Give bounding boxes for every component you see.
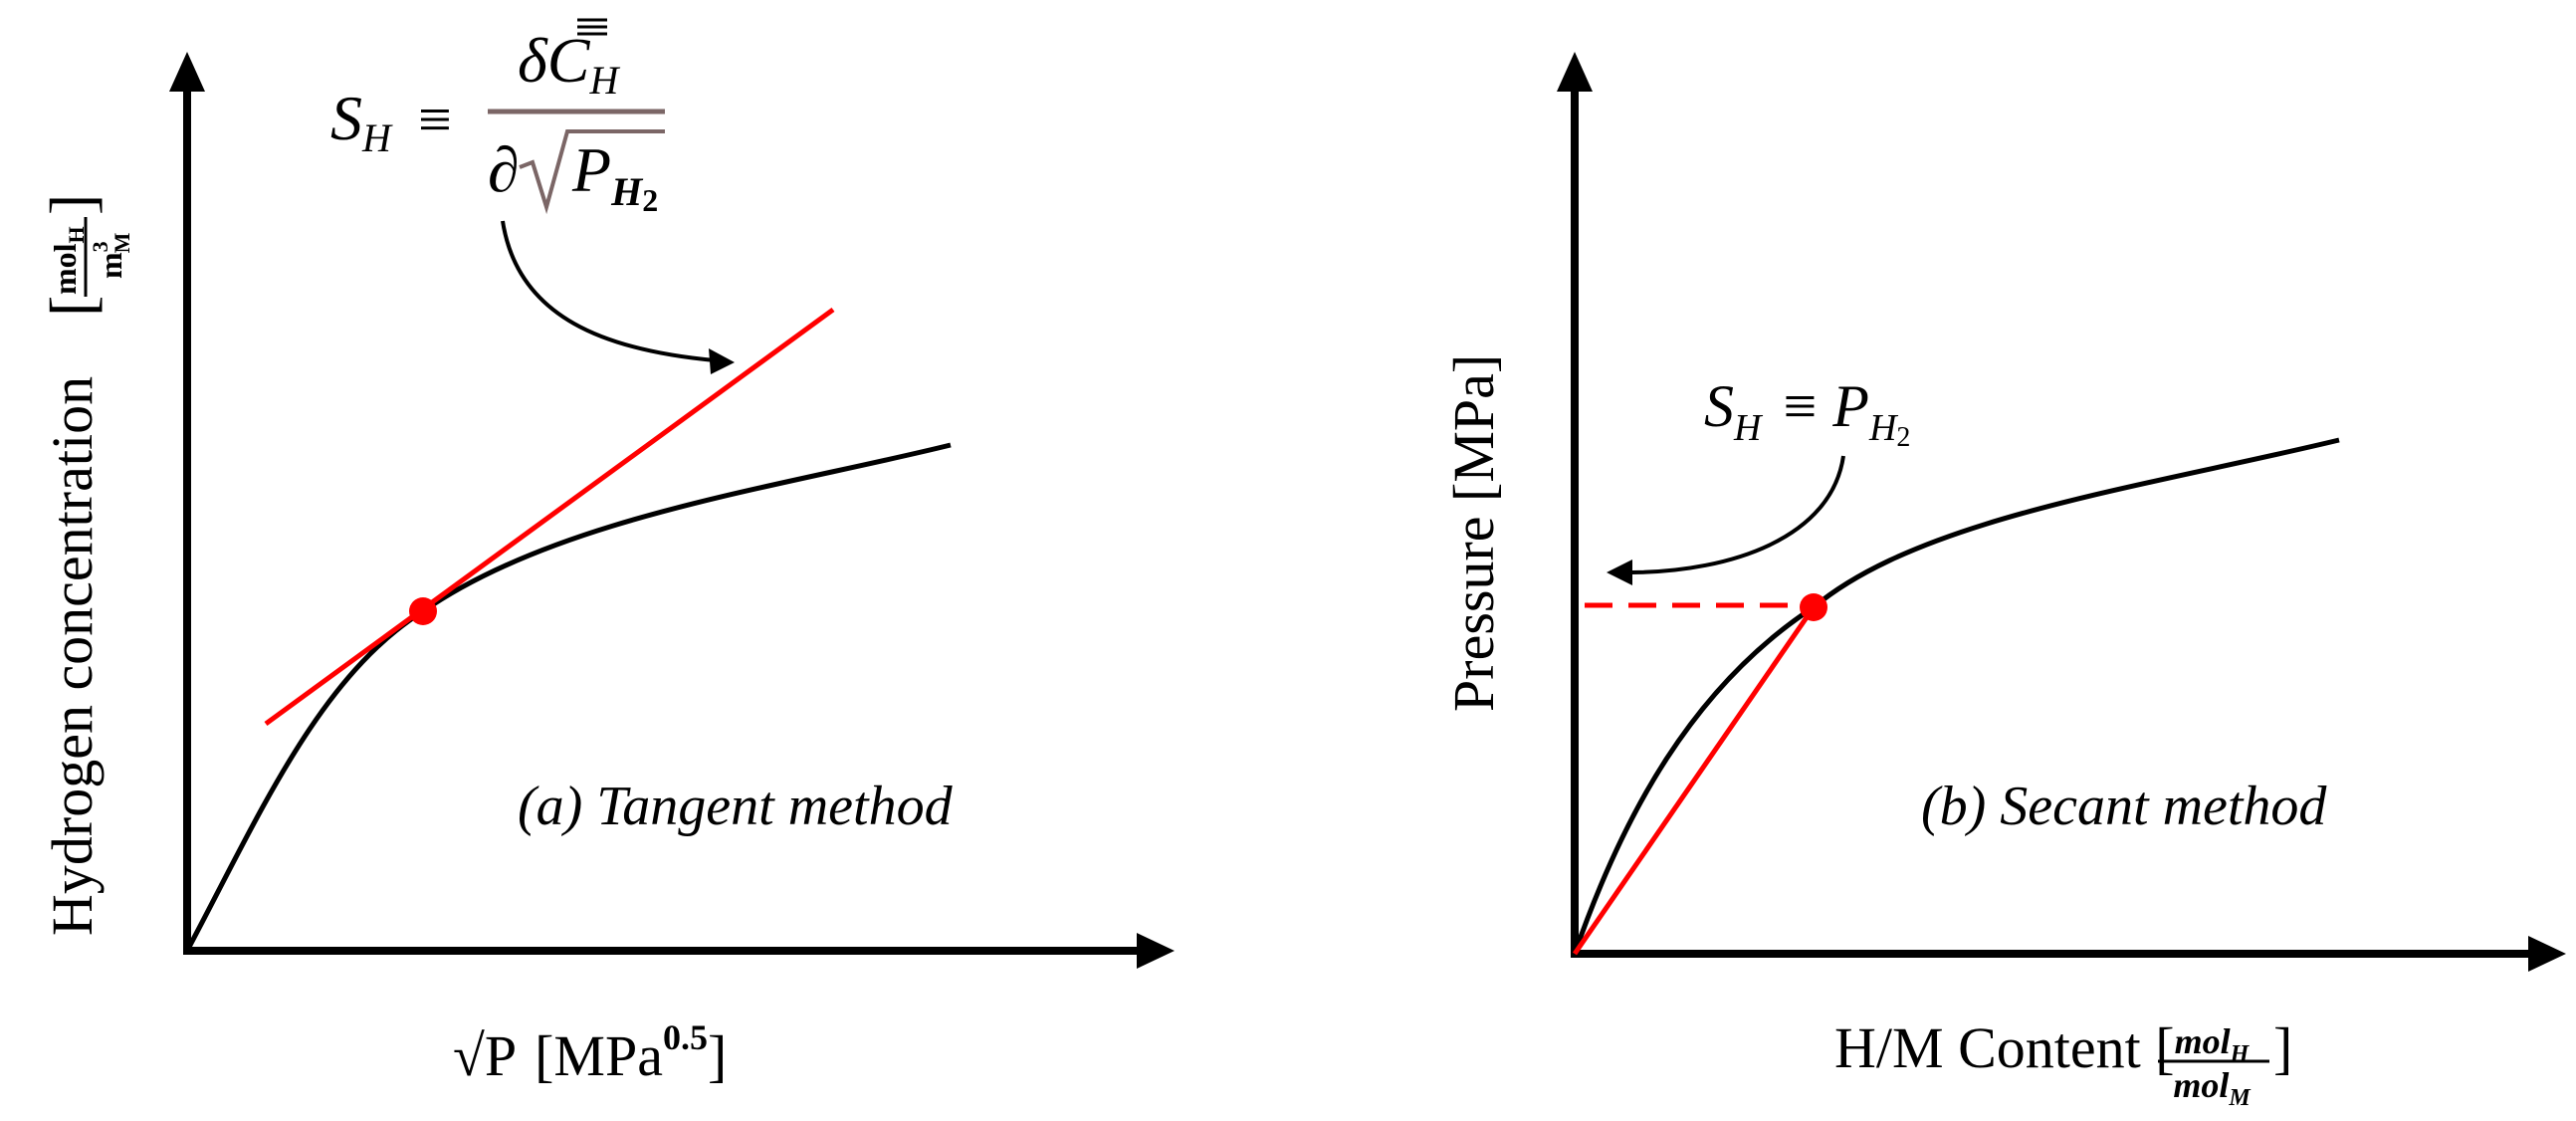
formula-b-equiv: ≡: [1783, 373, 1817, 439]
formula-b-rhs: P: [1831, 373, 1869, 439]
panel-a-tangent-point: [409, 597, 437, 625]
panel-a-y-label-num-sub: H: [64, 226, 89, 243]
panel-a-caption: (a) Tangent method: [518, 776, 954, 837]
panel-b-x-label-num: mol: [2175, 1021, 2231, 1061]
panel-b-x-label-prefix: H/M Content [: [1834, 1015, 2175, 1080]
svg-text:δCH: δCH: [518, 25, 620, 103]
svg-text:molM: molM: [2173, 1065, 2252, 1111]
formula-a-lhs: S: [330, 83, 362, 153]
panel-a-y-label-text: Hydrogen concentration: [40, 376, 105, 936]
panel-b-secant-line: [1572, 605, 1817, 956]
panel-a-y-label-num: mol: [47, 243, 83, 295]
panel-a-y-label-den-sub: M: [109, 232, 134, 253]
formula-b-lhs: S: [1704, 373, 1734, 439]
panel-b-isotherm-curve: [1572, 437, 2340, 955]
panel-a-x-label-exponent: 0.5: [663, 1017, 708, 1057]
formula-b-rhs-sub2: 2: [1896, 422, 1910, 453]
panel-a-y-label-bracket-close: ]: [37, 194, 107, 215]
svg-text:PH2: PH2: [571, 134, 658, 218]
formula-a-numerator: δC: [518, 25, 591, 96]
panel-a-definition-formula: SH ≡ δCH ∂ PH2: [330, 18, 665, 218]
panel-a-annotation-arrowhead-icon: [709, 348, 735, 374]
panel-a-x-axis-arrow-icon: [1137, 933, 1175, 969]
panel-b-x-label-num-sub: H: [2230, 1041, 2251, 1067]
svg-text:molH: molH: [47, 226, 89, 295]
panel-a-y-axis-arrow-icon: [169, 52, 205, 92]
panel-b-annotation-arrowhead-icon: [1607, 560, 1632, 585]
panel-a-x-label-close: ]: [708, 1023, 727, 1088]
svg-text:m3M: m3M: [88, 232, 134, 279]
svg-text:SH≡PH2: SH ≡ PH2: [1704, 373, 1910, 453]
svg-text:SH: SH: [330, 83, 393, 160]
panel-a-tangent-line: [264, 307, 835, 727]
panel-b-x-label-den: mol: [2173, 1065, 2229, 1105]
formula-a-partial: ∂: [488, 134, 520, 205]
panel-b-y-axis-arrow-icon: [1557, 52, 1593, 92]
formula-a-lhs-sub: H: [361, 115, 393, 160]
formula-b-rhs-sub: H: [1868, 407, 1899, 449]
formula-a-numerator-sub: H: [588, 58, 620, 103]
formula-b-lhs-sub: H: [1733, 407, 1764, 449]
panel-a-y-label-den: m: [93, 252, 128, 279]
panel-b-y-label: Pressure [MPa]: [1441, 354, 1506, 712]
formula-a-sqrt-icon: [519, 129, 665, 215]
panel-a-annotation-arrow: [501, 220, 716, 362]
panel-a-y-label-bracket-open: [: [37, 296, 107, 317]
panel-a-y-label: Hydrogen concentration [ molH m3M ]: [37, 194, 134, 936]
panel-b-x-label-den-sub: M: [2228, 1085, 2252, 1111]
panel-a-y-label-den-sup: 3: [88, 241, 112, 252]
panel-b-x-label-suffix: ]: [2273, 1015, 2292, 1080]
panel-b-definition-formula: SH ≡ PH2: [1704, 373, 1910, 453]
panel-b-secant-point: [1800, 593, 1827, 621]
formula-a-denominator-var: P: [571, 134, 611, 205]
panel-b-secant: SH ≡ PH2 (b) Secant method H/M Content [ m…: [1441, 52, 2566, 1111]
panel-a-x-label-unit: [MPa: [535, 1023, 663, 1088]
panel-a-tangent: SH ≡ δCH ∂ PH2 (a) Tangent method √P [MPa…: [37, 18, 1175, 1088]
panel-a-x-label-root: √P: [453, 1023, 517, 1088]
formula-a-equiv: ≡: [418, 87, 452, 152]
formula-a-denominator-sub2: 2: [642, 182, 658, 218]
panel-b-x-axis-arrow-icon: [2528, 936, 2566, 972]
panel-a-x-label: √P [MPa0.5]: [453, 1017, 727, 1088]
panel-b-annotation-arrow: [1631, 455, 1845, 574]
formula-a-denominator-sub: H: [610, 169, 644, 214]
panel-b-caption: (b) Secant method: [1921, 776, 2327, 837]
